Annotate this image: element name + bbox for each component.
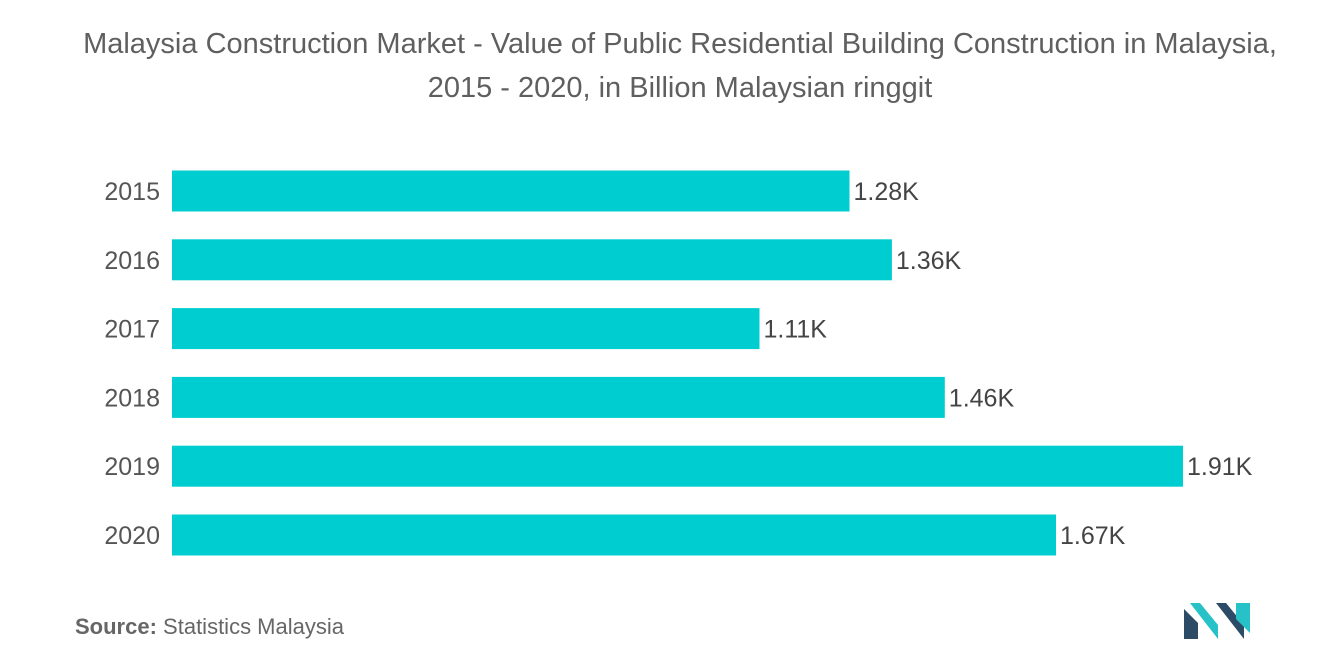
source-label: Source: [75,614,157,639]
data-label: 1.36K [896,247,962,275]
source-text: Statistics Malaysia [163,614,344,639]
source-note: Source: Statistics Malaysia [75,614,344,640]
bar-2017 [172,308,760,350]
chart-title: Malaysia Construction Market - Value of … [83,28,1277,104]
y-tick-label: 2019 [104,453,160,481]
data-label: 1.46K [949,384,1015,412]
bar-2019 [172,445,1183,487]
y-tick-label: 2016 [104,247,160,275]
bar-2015 [172,170,850,212]
y-tick-label: 2020 [104,522,160,550]
bar-2018 [172,376,945,418]
y-tick-label: 2015 [104,178,160,206]
bar-2020 [172,514,1056,556]
data-label: 1.28K [854,178,920,206]
bar-2016 [172,239,892,281]
bar-chart: 2015 1.28K 2016 1.36K 2017 1.11K 2018 1.46K 2019… [104,170,1253,556]
y-tick-label: 2017 [104,316,160,344]
market-intelligence-logo-icon [1184,603,1250,639]
data-label: 1.67K [1060,522,1126,550]
y-tick-label: 2018 [104,384,160,412]
data-label: 1.91K [1187,453,1253,481]
data-label: 1.11K [764,316,828,344]
